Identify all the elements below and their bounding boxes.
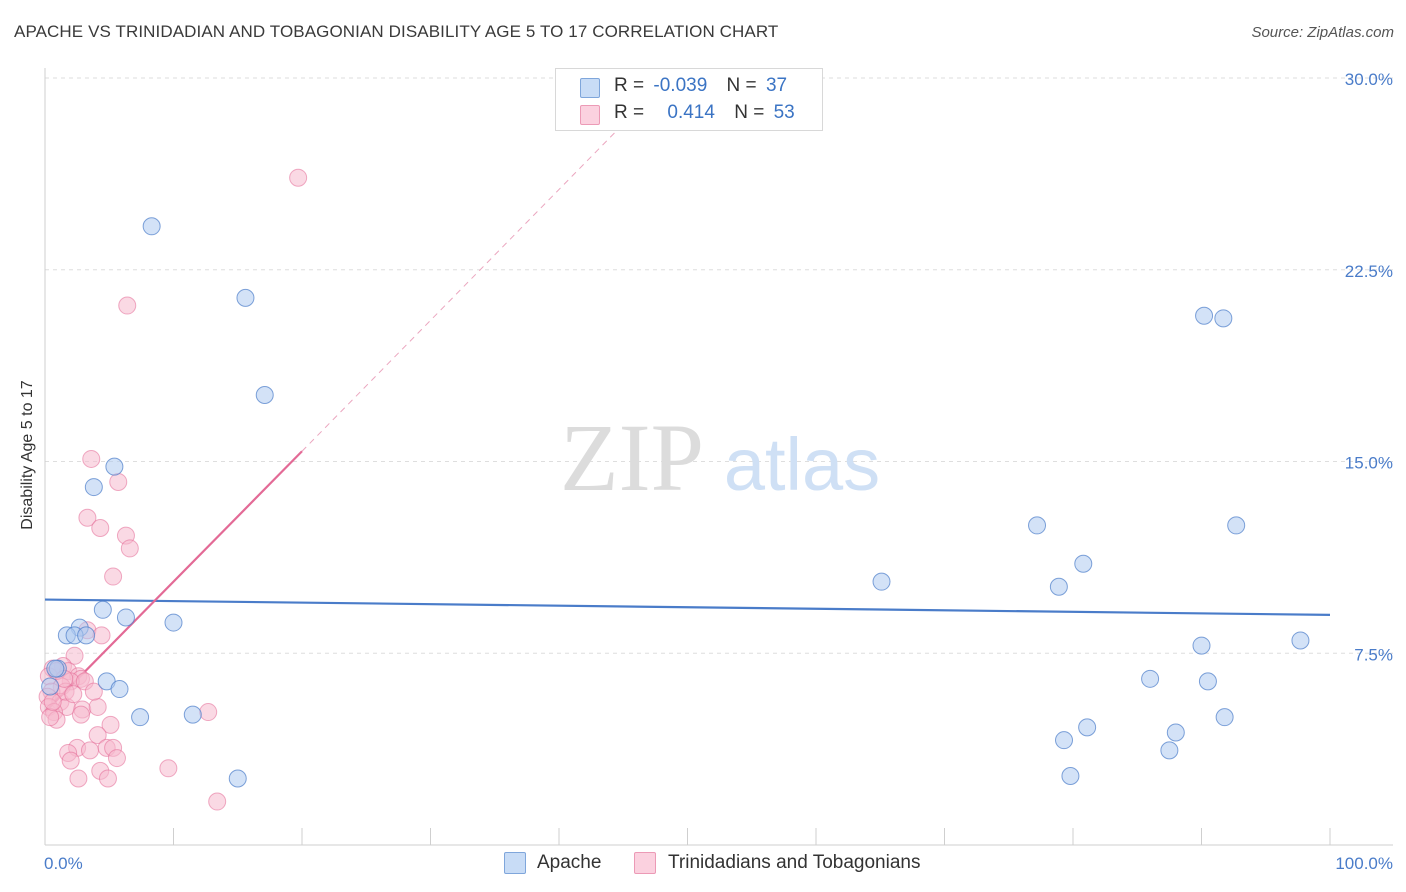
trinidad-point [92, 626, 111, 645]
apache-point [46, 659, 65, 678]
trinidad-legend-label: Trinidadians and Tobagonians [668, 852, 921, 873]
stats-legend: R = -0.039 N = 37 R = 0.414 N = 53 [555, 68, 823, 131]
apache-point [1061, 766, 1080, 785]
trinidad-point [43, 692, 62, 711]
trinidad-point [88, 726, 107, 745]
source-label: Source: ZipAtlas.com [1251, 24, 1394, 41]
apache-point [142, 217, 161, 236]
apache-point [228, 769, 247, 788]
apache-point [1214, 309, 1233, 328]
trinidad-point [289, 168, 308, 187]
legend-r-value: -0.039 [653, 75, 708, 96]
legend-r-value: 0.414 [667, 102, 715, 123]
gridlines [45, 77, 1393, 654]
trinidad-point [208, 792, 227, 811]
trinidad-point [199, 703, 218, 722]
apache-point [1028, 516, 1047, 535]
apache-point [131, 708, 150, 727]
legend-r-label: R = [614, 75, 645, 96]
watermark-zip: ZIP [560, 404, 704, 511]
apache-legend-label: Apache [537, 852, 602, 873]
trinidad-legend-swatch [634, 852, 656, 874]
apache-point [110, 680, 129, 699]
apache-point [183, 705, 202, 724]
legend-n-label: N = [726, 75, 757, 96]
legend-r-label: R = [614, 102, 645, 123]
apache-swatch [580, 78, 600, 98]
trinidad-point [91, 518, 110, 537]
trinidad-trend-extension [301, 123, 624, 452]
trinidad-point [104, 567, 123, 586]
apache-point [77, 626, 96, 645]
chart-title: APACHE VS TRINIDADIAN AND TOBAGONIAN DIS… [14, 22, 779, 41]
trinidad-point [101, 715, 120, 734]
y-tick-label: 30.0% [1345, 70, 1393, 89]
trinidad-trend-line [44, 450, 303, 713]
apache-point [84, 478, 103, 497]
apache-point [105, 457, 124, 476]
apache-point [1141, 669, 1160, 688]
trinidad-point [71, 705, 90, 724]
trinidad-point [80, 741, 99, 760]
trinidad-swatch [580, 105, 600, 125]
trinidad-point [109, 472, 128, 491]
trinidad-point [78, 508, 97, 527]
legend-n-value: 53 [773, 102, 795, 123]
apache-point [1160, 741, 1179, 760]
trinidad-point [41, 708, 60, 727]
apache-point [872, 572, 891, 591]
trinidad-point [61, 751, 80, 770]
watermark-atlas: atlas [724, 423, 880, 506]
trend-lines [44, 123, 1331, 713]
trinidad-point [118, 296, 137, 315]
x-tick-label: 100.0% [1335, 854, 1393, 873]
apache-point [1192, 636, 1211, 655]
series-apache-points [41, 217, 1310, 788]
trinidad-point [88, 697, 107, 716]
trinidad-point [98, 769, 117, 788]
trinidad-point [69, 769, 88, 788]
y-tick-label: 7.5% [1354, 645, 1393, 664]
axes [44, 68, 1393, 846]
x-tick-label: 0.0% [44, 854, 83, 873]
apache-point [164, 613, 183, 632]
trinidad-point [120, 539, 139, 558]
apache-point [1195, 306, 1214, 325]
legend-n-value: 37 [765, 75, 788, 96]
apache-point [1291, 631, 1310, 650]
apache-point [93, 600, 112, 619]
apache-point [255, 386, 274, 405]
apache-legend-swatch [504, 852, 526, 874]
apache-point [1074, 554, 1093, 573]
apache-point [1227, 516, 1246, 535]
apache-point [1055, 731, 1074, 750]
y-tick-label: 15.0% [1345, 454, 1393, 473]
apache-point [1078, 718, 1097, 737]
y-tick-label: 22.5% [1345, 262, 1393, 281]
apache-point [41, 677, 60, 696]
trinidad-point [82, 449, 101, 468]
trinidad-point [65, 646, 84, 665]
apache-point [1215, 708, 1234, 727]
apache-point [1198, 672, 1217, 691]
trinidad-point [159, 759, 178, 778]
apache-point [1049, 577, 1068, 596]
apache-trend-line [44, 598, 1331, 616]
apache-point [236, 288, 255, 307]
legend-n-label: N = [734, 102, 765, 123]
apache-point [1166, 723, 1185, 742]
apache-point [116, 608, 135, 627]
trinidad-point [64, 685, 83, 704]
trinidad-point [107, 749, 126, 768]
series-trinidad-points [38, 168, 308, 811]
tick-labels: 7.5% 15.0% 22.5% 30.0% 0.0% 100.0% [44, 70, 1393, 873]
trinidad-point [84, 682, 103, 701]
